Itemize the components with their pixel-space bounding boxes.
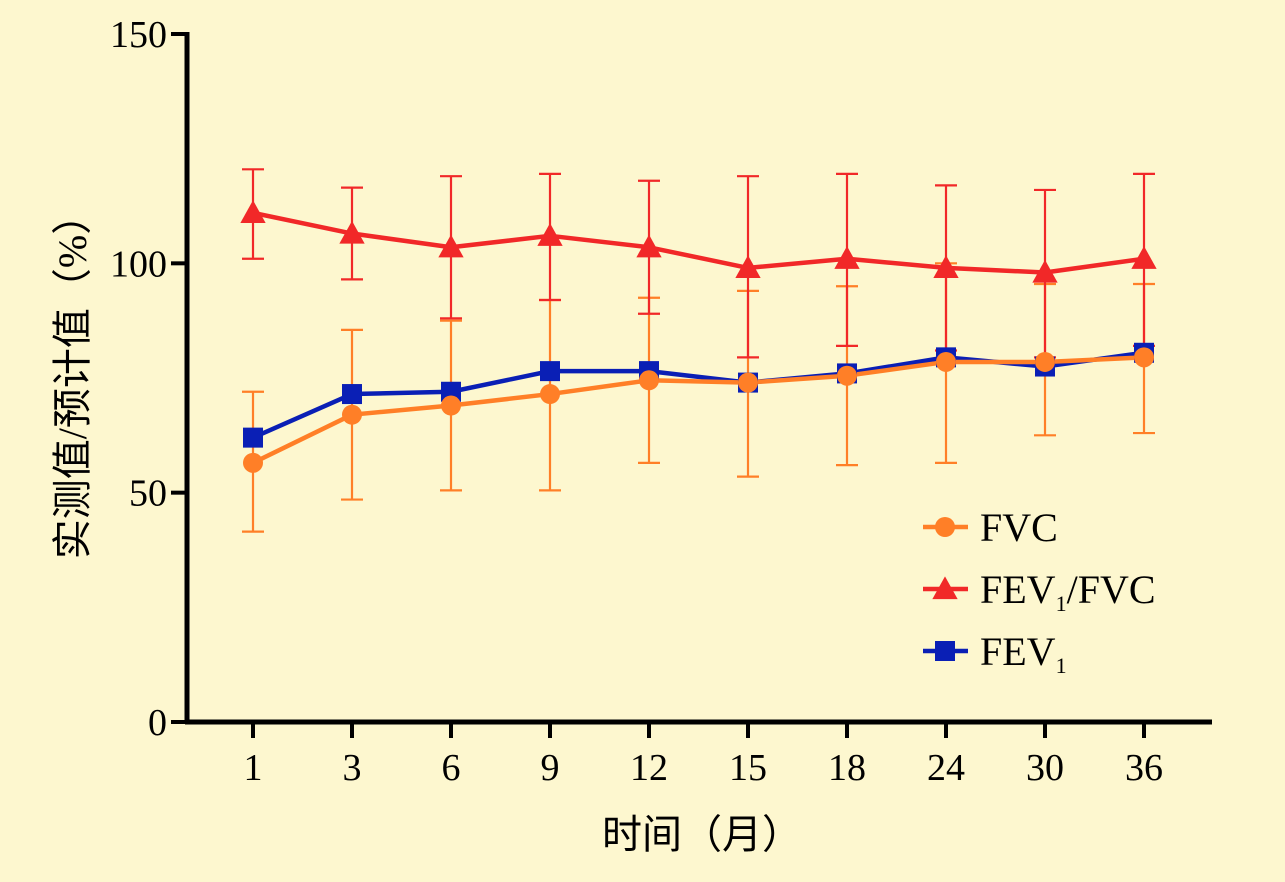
data-point-triangle	[339, 220, 365, 244]
data-point-triangle	[537, 223, 563, 246]
series-line-circle	[252, 355, 1145, 465]
y-tick-label: 150	[110, 14, 167, 56]
y-tick-label: 50	[129, 473, 167, 515]
legend-entry: FVC	[923, 505, 1058, 550]
y-axis-title: 实测值/预计值（%）	[50, 195, 95, 559]
data-point-circle	[738, 372, 758, 393]
x-tick-label: 36	[1125, 747, 1163, 789]
data-point-triangle	[735, 255, 761, 279]
axes	[171, 32, 1212, 738]
data-point-square	[342, 384, 362, 405]
data-point-triangle	[240, 200, 266, 223]
legend-entry: FEV1/FVC	[923, 567, 1156, 616]
legend-marker	[935, 517, 955, 537]
data-point-circle	[342, 404, 362, 425]
data-point-triangle	[1032, 259, 1058, 283]
x-tick-label: 15	[729, 747, 767, 789]
x-tick-label: 1	[244, 747, 263, 789]
y-tick-label: 0	[148, 702, 167, 744]
error-bars	[242, 168, 1155, 533]
data-point-triangle	[933, 255, 959, 279]
legend-label-main: FEV	[980, 567, 1056, 612]
data-point-square	[540, 361, 560, 382]
legend-marker	[935, 641, 955, 661]
x-tick-label: 9	[541, 747, 560, 789]
data-markers	[240, 200, 1157, 473]
legend-label-main: FVC	[980, 505, 1058, 550]
data-point-triangle	[438, 234, 464, 258]
x-tick-label: 6	[442, 747, 461, 789]
x-tick-label: 30	[1026, 747, 1064, 789]
legend-marker	[932, 576, 958, 600]
legend-label-main: FEV	[980, 629, 1056, 674]
data-point-circle	[1035, 351, 1055, 372]
x-tick-label: 12	[630, 747, 668, 789]
data-point-circle	[936, 351, 956, 372]
data-point-circle	[243, 452, 263, 473]
data-point-circle	[837, 365, 857, 386]
legend-label-tail: /FVC	[1067, 567, 1156, 612]
data-point-triangle	[834, 246, 860, 269]
data-point-triangle	[636, 234, 662, 258]
data-point-circle	[639, 370, 659, 391]
data-point-triangle	[1131, 246, 1157, 269]
series-lines	[252, 210, 1145, 465]
legend-label-subscript: 1	[1056, 591, 1067, 616]
data-point-square	[243, 427, 263, 448]
data-point-square	[441, 381, 461, 402]
series-line-triangle	[252, 210, 1145, 275]
x-tick-label: 3	[343, 747, 362, 789]
x-axis-title: 时间（月）	[602, 812, 802, 857]
data-point-circle	[540, 384, 560, 405]
y-tick-label: 100	[110, 243, 167, 285]
x-tick-label: 18	[828, 747, 866, 789]
legend-label-subscript: 1	[1056, 653, 1067, 678]
legend-label: FEV1	[980, 629, 1067, 678]
legend-label: FVC	[980, 505, 1058, 550]
series-line-square	[252, 350, 1145, 440]
data-point-circle	[1134, 347, 1154, 368]
legend-entry: FEV1	[923, 629, 1067, 678]
x-tick-label: 24	[927, 747, 965, 789]
legend-label: FEV1/FVC	[980, 567, 1156, 616]
data-point-circle	[441, 395, 461, 416]
